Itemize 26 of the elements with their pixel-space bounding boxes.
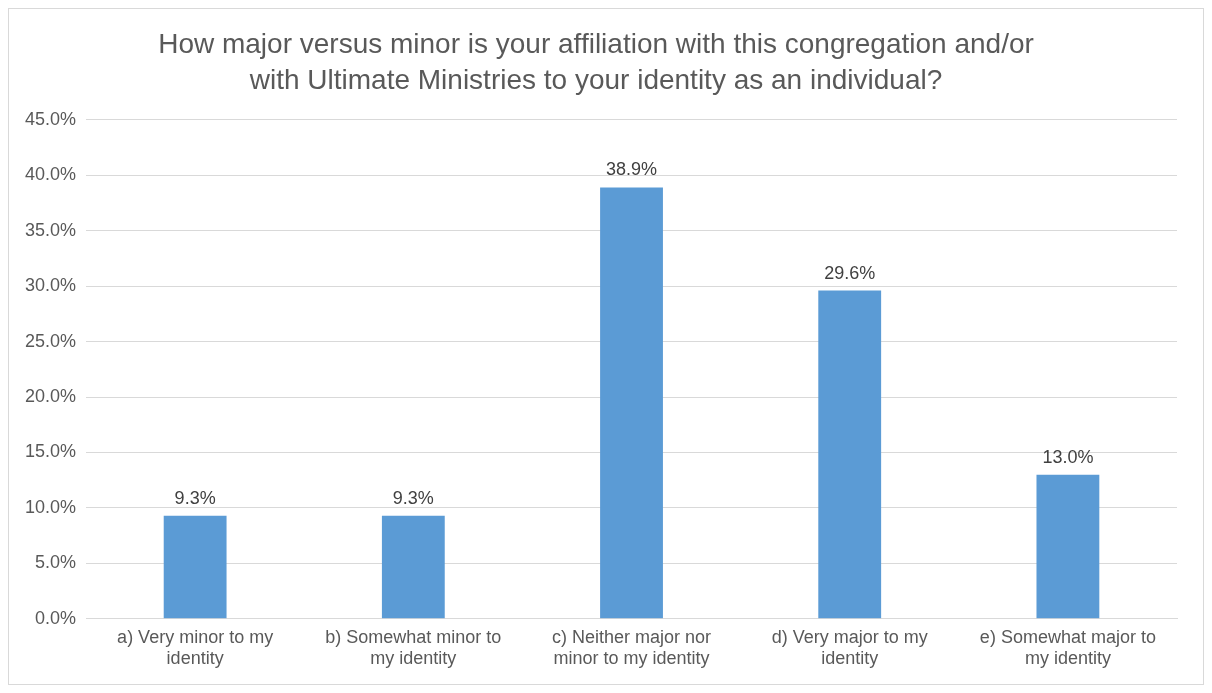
data-label: 9.3% [392, 487, 434, 508]
bar [1036, 474, 1100, 619]
y-tick-label: 5.0% [35, 552, 77, 573]
y-tick-label: 25.0% [24, 330, 77, 351]
y-tick-label: 10.0% [24, 496, 77, 517]
y-tick-label: 30.0% [24, 275, 77, 296]
bar [163, 515, 227, 619]
y-tick-label: 35.0% [24, 219, 77, 240]
bar [600, 187, 663, 619]
y-tick-label: 15.0% [24, 441, 77, 462]
x-tick-label: c) Neither major nor minor to my identity [552, 626, 712, 669]
y-tick-label: 40.0% [24, 164, 77, 185]
y-tick-label: 0.0% [35, 607, 77, 628]
data-label: 38.9% [606, 159, 658, 180]
bar [381, 515, 445, 619]
y-tick-label: 45.0% [24, 108, 77, 129]
x-tick-label: e) Somewhat major to my identity [979, 626, 1156, 669]
data-label: 9.3% [174, 487, 216, 508]
x-tick-label: a) Very minor to my identity [117, 626, 274, 669]
bar [818, 290, 882, 619]
data-label: 29.6% [824, 262, 876, 283]
y-tick-label: 20.0% [24, 385, 77, 406]
x-tick-label: d) Very major to my identity [771, 626, 928, 669]
x-tick-label: b) Somewhat minor to my identity [325, 626, 502, 669]
data-label: 13.0% [1042, 446, 1094, 467]
chart-title: How major versus minor is your affiliation with this congregation and/or with Ultimate Ministries to your identity as an individual? [158, 27, 1034, 96]
